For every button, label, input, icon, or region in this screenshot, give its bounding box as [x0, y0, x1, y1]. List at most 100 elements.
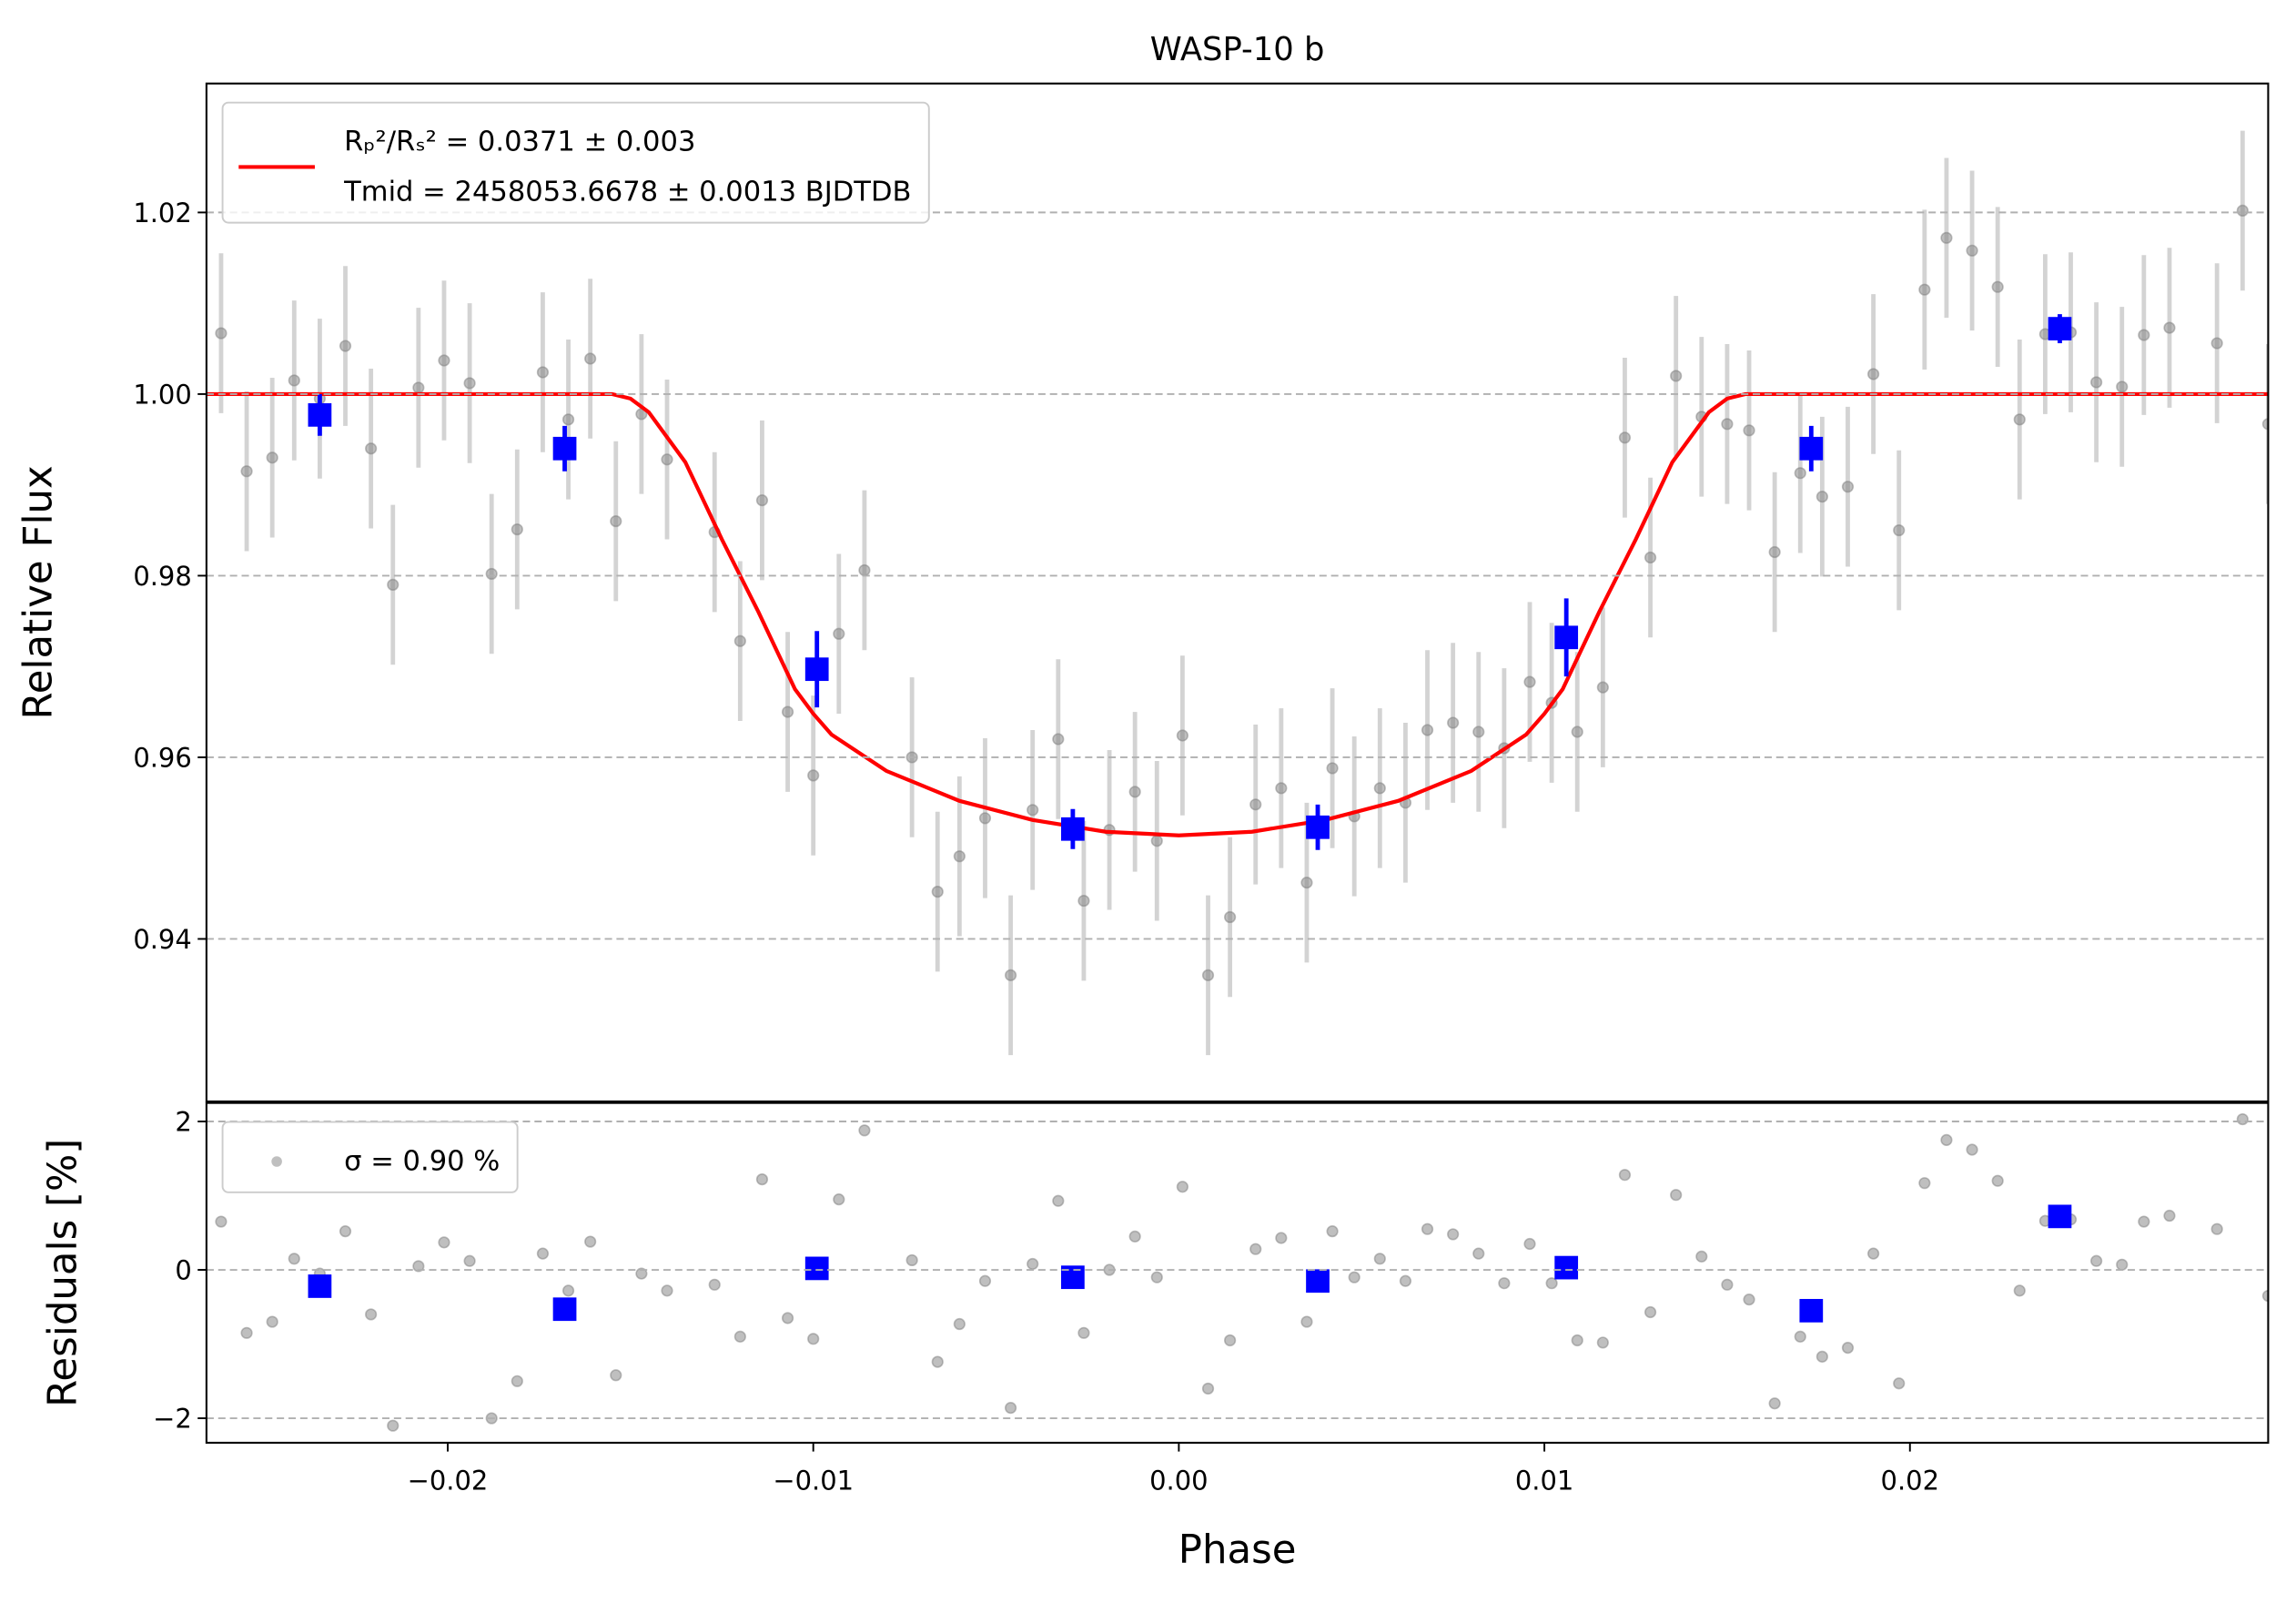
- data-point: [536, 366, 550, 379]
- x-tick-label: 0.02: [1881, 1465, 1939, 1496]
- data-point: [1472, 725, 1485, 738]
- data-point: [1721, 418, 1734, 431]
- data-point: [2013, 413, 2026, 426]
- chart-title: WASP-10 b: [1150, 31, 1325, 68]
- data-point: [2163, 1209, 2176, 1223]
- data-point: [1052, 1194, 1065, 1207]
- data-point: [1768, 545, 1781, 559]
- data-point: [339, 340, 352, 352]
- data-point: [2138, 1215, 2150, 1228]
- data-point: [931, 1355, 944, 1368]
- binned-point: [1554, 1255, 1579, 1280]
- data-point: [1326, 762, 1339, 775]
- data-point: [1596, 681, 1609, 694]
- data-point: [1940, 1133, 1953, 1146]
- data-point: [365, 1308, 378, 1321]
- data-point: [1421, 1223, 1434, 1235]
- data-point: [978, 1274, 992, 1287]
- data-point: [858, 1124, 871, 1137]
- data-point: [1618, 431, 1632, 444]
- data-point: [463, 377, 476, 390]
- data-point: [2090, 1254, 2103, 1267]
- data-point: [1523, 675, 1536, 688]
- data-point: [1498, 1277, 1511, 1290]
- y-tick-label: 2: [175, 1106, 191, 1137]
- data-point: [1893, 523, 1906, 537]
- data-point: [1940, 231, 1953, 244]
- x-tick-label: 0.01: [1515, 1465, 1573, 1496]
- data-point: [1399, 1274, 1412, 1287]
- data-point: [1447, 1228, 1460, 1241]
- data-point: [807, 769, 820, 782]
- data-point: [463, 1254, 476, 1267]
- data-point: [1176, 1181, 1188, 1193]
- data-point: [661, 453, 673, 466]
- binned-point: [1554, 625, 1579, 650]
- data-point: [438, 354, 450, 367]
- axes-frame: [205, 82, 2270, 1103]
- data-point: [1571, 1334, 1583, 1347]
- axes-frame: [205, 1101, 2270, 1444]
- data-point: [561, 413, 575, 426]
- binned-point: [308, 402, 332, 427]
- binned-point: [1061, 817, 1085, 841]
- data-point: [781, 705, 794, 718]
- data-point: [1447, 716, 1460, 729]
- data-point: [1867, 368, 1880, 380]
- data-point: [1300, 1315, 1313, 1328]
- x-tick-label: −0.01: [773, 1465, 854, 1496]
- data-point: [266, 451, 278, 464]
- data-point: [1326, 1225, 1339, 1238]
- data-point: [387, 578, 400, 592]
- data-point: [1695, 1250, 1708, 1263]
- data-point: [1794, 467, 1806, 480]
- data-point: [561, 1284, 575, 1297]
- data-point: [1644, 551, 1657, 564]
- data-point: [584, 1235, 597, 1248]
- data-point: [833, 627, 845, 640]
- y-tick-label: 0.94: [133, 924, 191, 955]
- data-point: [1991, 1174, 2004, 1187]
- data-point: [2163, 321, 2176, 334]
- data-point: [978, 812, 992, 825]
- data-point: [1348, 1271, 1360, 1283]
- data-point: [2210, 337, 2223, 350]
- data-point: [905, 1253, 918, 1267]
- data-point: [288, 374, 300, 387]
- data-point: [1867, 1247, 1880, 1260]
- data-point: [953, 1317, 966, 1331]
- data-point: [1721, 1278, 1734, 1291]
- data-point: [339, 1225, 352, 1238]
- data-point: [733, 1330, 746, 1343]
- plot-area: [206, 130, 2269, 1056]
- data-point: [610, 514, 622, 528]
- data-point: [1201, 969, 1215, 981]
- y-tick-label: 0.96: [133, 742, 191, 773]
- y-tick-label: 0: [175, 1254, 191, 1285]
- data-point: [2210, 1223, 2223, 1235]
- y-axis-label: Residuals [%]: [41, 1139, 86, 1407]
- data-point: [1841, 1342, 1855, 1354]
- data-point: [2261, 1289, 2269, 1303]
- model-line: [206, 391, 2269, 837]
- data-point: [485, 567, 498, 581]
- binned-point: [2048, 1204, 2072, 1229]
- y-tick-label: 0.98: [133, 561, 191, 592]
- data-point: [2116, 380, 2129, 393]
- data-point: [1743, 424, 1755, 437]
- data-point: [240, 1326, 253, 1339]
- data-point: [1224, 910, 1237, 924]
- y-tick-label: 1.00: [133, 379, 191, 410]
- data-point: [215, 1215, 228, 1228]
- legend-label: σ = 0.90 %: [344, 1146, 500, 1178]
- data-point: [536, 1247, 550, 1260]
- data-point: [1128, 1230, 1141, 1243]
- data-point: [953, 850, 966, 863]
- data-point: [1841, 481, 1855, 493]
- data-point: [1670, 1189, 1683, 1202]
- binned-point: [804, 1256, 829, 1281]
- data-point: [781, 1312, 794, 1324]
- data-point: [1966, 244, 1978, 257]
- data-point: [1966, 1143, 1978, 1156]
